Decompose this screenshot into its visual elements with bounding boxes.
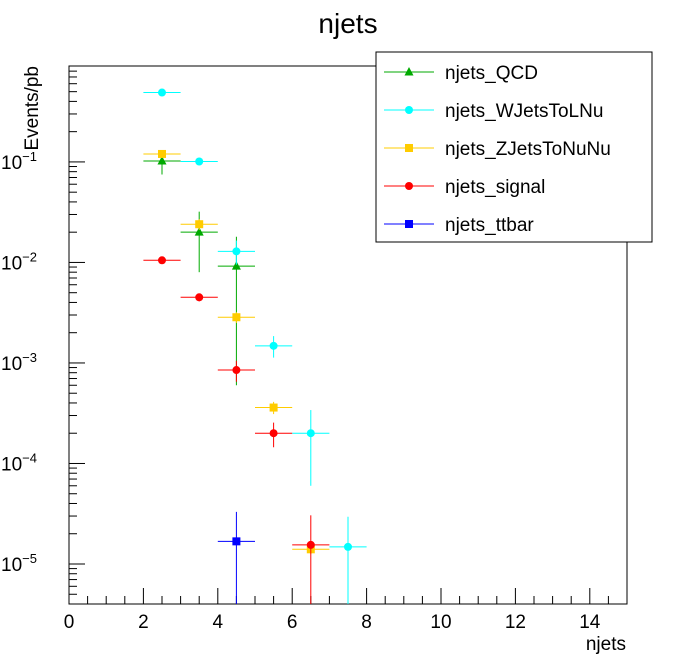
series-njets_ttbar bbox=[217, 511, 255, 604]
y-tick-mantissa: 10 bbox=[1, 253, 22, 274]
y-tick-exponent: −5 bbox=[22, 551, 37, 566]
legend-entry: njets_WJetsToLNu bbox=[384, 101, 603, 122]
y-tick-mantissa: 10 bbox=[1, 354, 22, 375]
legend-label: njets_ZJetsToNuNu bbox=[445, 139, 611, 160]
legend-label: njets_signal bbox=[445, 177, 545, 198]
x-axis-label: njets bbox=[586, 634, 626, 655]
legend-entry: njets_QCD bbox=[384, 63, 538, 84]
data-points bbox=[143, 88, 367, 604]
data-point bbox=[157, 156, 167, 165]
y-tick-mantissa: 10 bbox=[1, 555, 22, 576]
data-point bbox=[269, 403, 278, 412]
x-tick-label: 10 bbox=[430, 612, 451, 633]
data-point bbox=[269, 429, 278, 438]
series-njets_QCD bbox=[143, 150, 255, 386]
legend-marker bbox=[405, 220, 413, 228]
legend-entry: njets_signal bbox=[384, 177, 545, 198]
legend: njets_QCD njets_WJetsToLNu njets_ZJetsToNu… bbox=[375, 51, 653, 243]
legend-marker bbox=[405, 182, 413, 190]
legend-marker bbox=[405, 144, 413, 152]
chart-title: njets bbox=[318, 8, 377, 39]
y-tick-exponent: −4 bbox=[22, 450, 37, 465]
data-point bbox=[195, 157, 204, 166]
y-tick-exponent: −1 bbox=[22, 149, 37, 164]
x-tick-label: 2 bbox=[138, 612, 149, 633]
legend-marker bbox=[405, 106, 413, 114]
x-tick-label: 4 bbox=[213, 612, 224, 633]
y-tick-label: 10−2 bbox=[1, 249, 37, 274]
data-point bbox=[195, 293, 204, 302]
y-tick-label: 10−5 bbox=[1, 551, 37, 576]
y-axis-label: Events/pb bbox=[22, 66, 43, 151]
data-point bbox=[269, 341, 278, 350]
x-tick-label: 12 bbox=[505, 612, 526, 633]
legend-box bbox=[375, 51, 653, 243]
legend-label: njets_QCD bbox=[445, 63, 538, 84]
data-point bbox=[158, 88, 166, 97]
legend-marker bbox=[404, 67, 414, 76]
legend-entry: njets_ZJetsToNuNu bbox=[384, 139, 611, 160]
data-point bbox=[306, 540, 315, 549]
data-point bbox=[231, 261, 241, 270]
y-tick-label: 10−3 bbox=[1, 350, 37, 375]
legend-label: njets_ttbar bbox=[445, 215, 534, 236]
data-point bbox=[158, 149, 166, 158]
series-njets_WJetsToLNu bbox=[143, 88, 367, 604]
data-point bbox=[232, 537, 241, 546]
x-tick-label: 0 bbox=[64, 612, 75, 633]
legend-entry: njets_ttbar bbox=[384, 215, 534, 236]
data-point bbox=[195, 220, 204, 229]
data-point bbox=[232, 247, 241, 256]
data-point bbox=[194, 227, 204, 236]
legend-label: njets_WJetsToLNu bbox=[445, 101, 603, 122]
data-point bbox=[232, 313, 241, 322]
y-tick-exponent: −3 bbox=[22, 350, 37, 365]
y-tick-exponent: −2 bbox=[22, 249, 37, 264]
y-tick-label: 10−4 bbox=[1, 450, 37, 475]
data-point bbox=[232, 366, 241, 375]
x-tick-label: 14 bbox=[579, 612, 601, 633]
data-point bbox=[158, 256, 166, 265]
y-tick-mantissa: 10 bbox=[1, 153, 22, 174]
series-njets_signal bbox=[143, 256, 330, 604]
data-point bbox=[306, 429, 315, 438]
x-tick-label: 8 bbox=[361, 612, 372, 633]
y-tick-label: 10−1 bbox=[1, 149, 37, 174]
x-tick-label: 6 bbox=[287, 612, 298, 633]
y-tick-mantissa: 10 bbox=[1, 454, 22, 475]
data-point bbox=[344, 542, 352, 551]
